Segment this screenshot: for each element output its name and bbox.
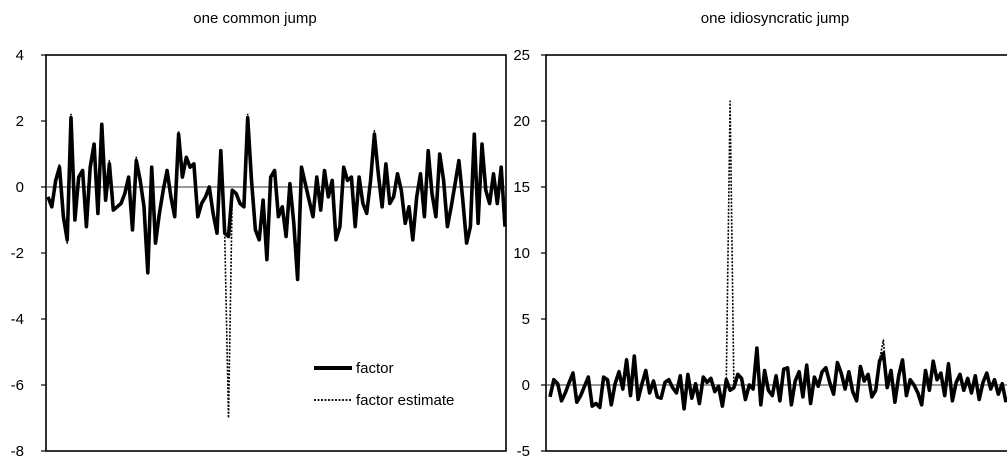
right-y-tick-label: 20 (513, 113, 530, 130)
left-y-axis: -8 -6 -4 -2 0 2 4 (11, 47, 46, 460)
right-series-lines (548, 100, 1007, 411)
left-series-factor (46, 115, 507, 282)
right-y-tick-label: 0 (522, 377, 530, 394)
left-y-tick-label: 2 (16, 113, 24, 130)
left-y-tick-label: 4 (16, 47, 24, 64)
right-y-tick-label: 15 (513, 179, 530, 196)
right-panel: one idiosyncratic jump -5 0 5 10 15 20 25 (513, 10, 1007, 460)
left-y-tick-label: -4 (11, 311, 24, 328)
left-series-factor-estimate (47, 113, 506, 419)
right-y-axis: -5 0 5 10 15 20 25 (513, 47, 546, 460)
left-y-tick-label: -6 (11, 377, 24, 394)
right-y-tick-label: 25 (513, 47, 530, 64)
right-y-tick-label: 5 (522, 311, 530, 328)
legend-label-factor: factor (356, 360, 394, 377)
left-series-lines (46, 113, 507, 419)
right-y-tick-label: 10 (513, 245, 530, 262)
right-series-factor-estimate (549, 100, 1007, 409)
left-y-tick-label: -2 (11, 245, 24, 262)
left-chart-title: one common jump (193, 10, 316, 27)
legend: factor factor estimate (314, 360, 454, 409)
left-y-tick-label: 0 (16, 179, 24, 196)
left-panel: one common jump -8 -6 -4 -2 0 2 4 factor facto… (11, 10, 507, 460)
right-y-tick-label: -5 (517, 443, 530, 460)
right-series-factor (548, 346, 1007, 411)
left-y-tick-label: -8 (11, 443, 24, 460)
right-chart-title: one idiosyncratic jump (701, 10, 849, 27)
legend-label-factor-estimate: factor estimate (356, 392, 454, 409)
